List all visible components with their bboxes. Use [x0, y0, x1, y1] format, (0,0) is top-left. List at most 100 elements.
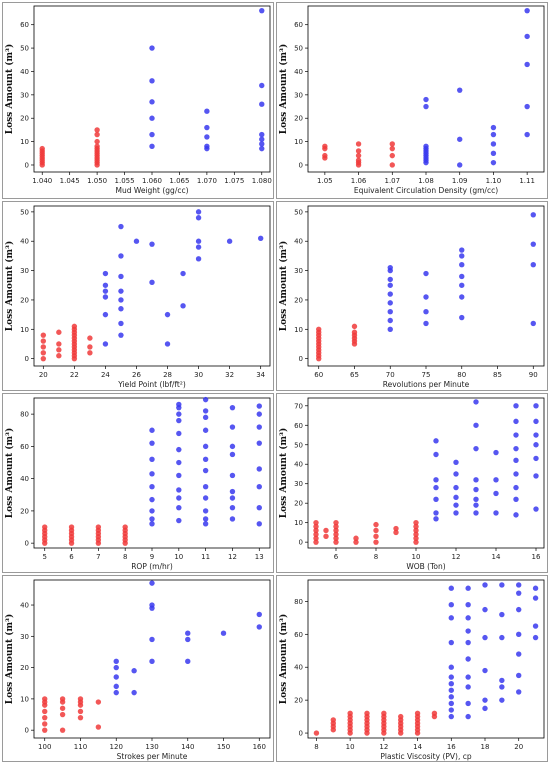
- data-point: [516, 590, 522, 596]
- data-point: [387, 276, 393, 283]
- data-point: [398, 713, 404, 720]
- data-point: [122, 524, 128, 530]
- y-tick-label: 20: [294, 296, 303, 304]
- data-point: [499, 634, 505, 641]
- data-point: [95, 699, 102, 705]
- x-tick-label: 20: [514, 743, 523, 751]
- x-tick-label: 1.08: [418, 177, 434, 185]
- data-point: [387, 264, 393, 271]
- data-point: [499, 684, 505, 690]
- data-point: [323, 527, 329, 534]
- data-point: [364, 710, 370, 717]
- data-point: [202, 443, 209, 450]
- data-point: [256, 424, 262, 430]
- y-tick-label: 60: [294, 21, 303, 29]
- data-point: [413, 535, 419, 541]
- data-point: [149, 131, 155, 138]
- data-point: [516, 651, 522, 657]
- data-point: [473, 422, 479, 428]
- data-point: [42, 524, 48, 530]
- y-tick-label: 40: [20, 475, 29, 483]
- data-point: [322, 152, 328, 159]
- data-point: [413, 539, 419, 545]
- x-tick-label: 5: [42, 553, 46, 561]
- y-tick-label: 0: [25, 727, 29, 735]
- x-axis-label: Yield Point (lbf/ft²): [117, 380, 186, 389]
- data-point: [387, 282, 393, 288]
- data-point: [423, 308, 429, 315]
- data-point: [448, 700, 454, 707]
- data-point: [351, 323, 358, 330]
- data-point: [176, 459, 182, 466]
- x-axis-label: ROP (m/hr): [131, 562, 173, 571]
- y-tick-label: 10: [20, 695, 29, 703]
- chart-panel-4: 5 6 7 8 9 10 11 12 13 0 20 40 60 80 ROP (m/hr) Loss Amo…: [4, 396, 271, 571]
- x-tick-label: 60: [314, 371, 323, 379]
- x-tick-label: 1.040: [32, 177, 52, 185]
- data-point: [516, 582, 522, 588]
- data-point: [202, 516, 209, 522]
- y-axis-label: Loss Amount (m³): [278, 241, 289, 331]
- data-point: [149, 580, 155, 586]
- data-point: [87, 344, 93, 350]
- x-tick-label: 1.09: [452, 177, 468, 185]
- x-tick-label: 1.055: [115, 177, 135, 185]
- y-tick-label: 60: [20, 21, 29, 29]
- data-point: [256, 624, 262, 630]
- data-point: [102, 294, 109, 300]
- data-point: [204, 134, 210, 140]
- data-point: [259, 141, 265, 147]
- data-point: [176, 411, 182, 417]
- data-point: [533, 403, 539, 409]
- data-point: [202, 484, 209, 490]
- data-point: [149, 241, 155, 247]
- data-point: [532, 634, 539, 641]
- data-point: [118, 332, 124, 338]
- x-tick-label: 34: [256, 371, 265, 379]
- x-axis-label: Plastic Viscosity (PV), cp: [380, 752, 471, 761]
- x-tick-label: 8: [374, 553, 378, 561]
- data-point: [423, 270, 429, 277]
- panel-border-4: [2, 393, 274, 573]
- data-point: [448, 615, 454, 621]
- data-point: [259, 82, 265, 89]
- data-point: [176, 417, 182, 424]
- data-point: [259, 7, 265, 14]
- data-point: [42, 696, 48, 702]
- y-tick-label: 50: [294, 45, 303, 53]
- data-point: [256, 484, 262, 490]
- data-point: [490, 150, 497, 156]
- data-point: [259, 136, 265, 142]
- data-point: [256, 411, 262, 417]
- y-tick-label: 0: [25, 355, 29, 363]
- data-point: [524, 131, 530, 138]
- data-point: [465, 684, 471, 690]
- data-point: [202, 508, 209, 514]
- data-point: [95, 524, 102, 530]
- y-tick-label: 30: [294, 480, 303, 488]
- data-point: [56, 329, 62, 335]
- y-tick-label: 40: [20, 602, 29, 610]
- x-tick-label: 6: [69, 553, 74, 561]
- data-point: [313, 523, 319, 530]
- data-point: [516, 689, 522, 695]
- data-point: [499, 582, 505, 588]
- data-point: [40, 355, 47, 362]
- data-point: [532, 623, 539, 629]
- data-point: [499, 611, 505, 618]
- data-point: [530, 212, 536, 218]
- data-point: [118, 320, 124, 327]
- panel-border-3: [276, 201, 548, 391]
- data-point: [530, 320, 536, 327]
- data-point: [459, 273, 465, 280]
- y-tick-label: 10: [294, 138, 303, 146]
- data-point: [68, 524, 75, 530]
- data-point: [176, 472, 182, 479]
- x-tick-label: 160: [253, 743, 266, 751]
- data-point: [95, 724, 102, 730]
- chart-panel-0: 1.040 1.045 1.050 1.055 1.060 1.065 1.070 1.075…: [4, 5, 272, 195]
- data-point: [433, 484, 439, 491]
- data-point: [316, 326, 322, 333]
- x-tick-label: 1.080: [252, 177, 272, 185]
- data-point: [313, 730, 320, 736]
